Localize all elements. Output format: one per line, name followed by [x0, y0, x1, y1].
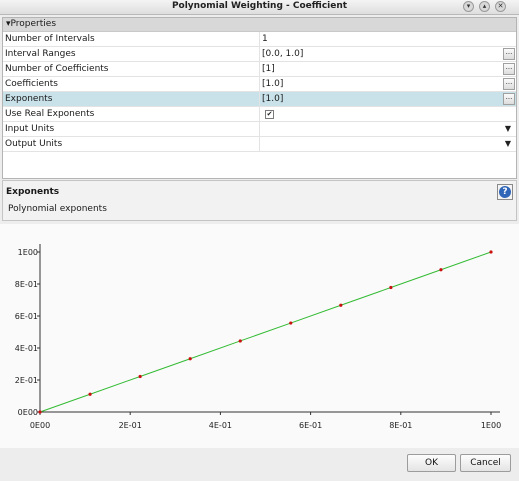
- column-divider: [259, 137, 260, 151]
- property-name: Input Units: [5, 124, 55, 134]
- x-tick-label: 2E-01: [119, 421, 142, 430]
- property-grid: ▾Properties Number of Intervals 1 Interv…: [2, 17, 517, 179]
- help-button[interactable]: ?: [497, 184, 513, 200]
- property-row-input-units[interactable]: Input Units ▼: [3, 122, 516, 137]
- property-row-interval-ranges[interactable]: Interval Ranges [0.0, 1.0] ...: [3, 47, 516, 62]
- data-point: [339, 303, 343, 307]
- expand-triangle-icon[interactable]: ▾: [6, 19, 11, 29]
- tick-labels: 0E00 2E-01 4E-01 6E-01 8E-01 1E00 0E00 2E-01 4E-…: [15, 248, 501, 430]
- weighting-chart: 0E00 2E-01 4E-01 6E-01 8E-01 1E00 0E00 2E-01 4E-…: [15, 244, 501, 430]
- description-title: Exponents: [6, 187, 60, 197]
- property-row-output-units[interactable]: Output Units ▼: [3, 137, 516, 152]
- data-point: [238, 339, 242, 343]
- property-name: Coefficients: [5, 79, 58, 89]
- ok-button[interactable]: OK: [407, 454, 456, 472]
- property-value[interactable]: [1.0]: [262, 79, 284, 89]
- property-value[interactable]: [1.0]: [262, 94, 284, 104]
- data-point: [289, 321, 293, 325]
- column-divider: [259, 62, 260, 76]
- x-tick-label: 1E00: [481, 421, 501, 430]
- chevron-down-icon[interactable]: ▼: [504, 124, 511, 133]
- property-row-number-of-intervals[interactable]: Number of Intervals 1: [3, 32, 516, 47]
- data-point: [389, 285, 393, 290]
- property-row-exponents[interactable]: Exponents [1.0] ...: [3, 92, 516, 107]
- data-point: [88, 392, 92, 396]
- chart-panel: 0E00 2E-01 4E-01 6E-01 8E-01 1E00 0E00 2E-01 4E-…: [0, 224, 519, 448]
- column-divider: [259, 92, 260, 106]
- column-divider: [259, 122, 260, 136]
- chevron-up-icon[interactable]: ▴: [479, 1, 490, 12]
- property-name: Number of Intervals: [5, 34, 95, 44]
- cancel-button[interactable]: Cancel: [460, 454, 511, 472]
- y-tick-label: 8E-01: [15, 280, 38, 289]
- y-tick-label: 6E-01: [15, 312, 38, 321]
- property-name: Use Real Exponents: [5, 109, 95, 119]
- y-tick-label: 0E00: [18, 408, 38, 417]
- column-divider: [259, 32, 260, 46]
- use-real-exponents-checkbox[interactable]: ✔: [265, 110, 274, 119]
- button-bar: OK Cancel: [0, 448, 519, 481]
- y-tick-label: 1E00: [18, 248, 38, 257]
- column-divider: [259, 77, 260, 91]
- edit-ellipsis-button[interactable]: ...: [503, 78, 515, 90]
- column-divider: [259, 107, 260, 121]
- property-row-use-real-exponents[interactable]: Use Real Exponents ✔: [3, 107, 516, 122]
- series-line: [39, 251, 492, 413]
- edit-ellipsis-button[interactable]: ...: [503, 48, 515, 60]
- axes: [37, 244, 500, 415]
- x-tick-label: 8E-01: [389, 421, 412, 430]
- column-divider: [259, 47, 260, 61]
- property-row-coefficients[interactable]: Coefficients [1.0] ...: [3, 77, 516, 92]
- x-tick-label: 6E-01: [299, 421, 322, 430]
- description-text: Polynomial exponents: [8, 204, 107, 214]
- chevron-down-icon[interactable]: ▼: [504, 139, 511, 148]
- x-tick-label: 0E00: [30, 421, 50, 430]
- description-panel: Exponents Polynomial exponents ?: [2, 180, 517, 221]
- help-icon: ?: [499, 186, 511, 198]
- window-title: Polynomial Weighting - Coefficient: [171, 1, 348, 11]
- title-bar: Polynomial Weighting - Coefficient ▾ ▴ ✕: [0, 0, 519, 15]
- property-value[interactable]: [1]: [262, 64, 275, 74]
- property-value[interactable]: 1: [262, 34, 268, 44]
- edit-ellipsis-button[interactable]: ...: [503, 93, 515, 105]
- data-point: [188, 357, 192, 361]
- data-point: [439, 268, 443, 272]
- edit-ellipsis-button[interactable]: ...: [503, 63, 515, 75]
- data-point: [489, 250, 493, 254]
- property-name: Interval Ranges: [5, 49, 76, 59]
- chevron-down-icon[interactable]: ▾: [463, 1, 474, 12]
- series: [38, 250, 493, 414]
- close-icon[interactable]: ✕: [495, 1, 506, 12]
- y-tick-label: 4E-01: [15, 344, 38, 353]
- data-point: [38, 410, 42, 414]
- property-name: Number of Coefficients: [5, 64, 109, 74]
- y-tick-label: 2E-01: [15, 376, 38, 385]
- property-row-number-of-coefficients[interactable]: Number of Coefficients [1] ...: [3, 62, 516, 77]
- property-name: Output Units: [5, 139, 63, 149]
- properties-header-label: Properties: [10, 19, 57, 29]
- property-value[interactable]: [0.0, 1.0]: [262, 49, 304, 59]
- property-name: Exponents: [5, 94, 53, 104]
- properties-header[interactable]: ▾Properties: [3, 18, 516, 32]
- x-tick-label: 4E-01: [209, 421, 232, 430]
- data-point: [138, 374, 142, 379]
